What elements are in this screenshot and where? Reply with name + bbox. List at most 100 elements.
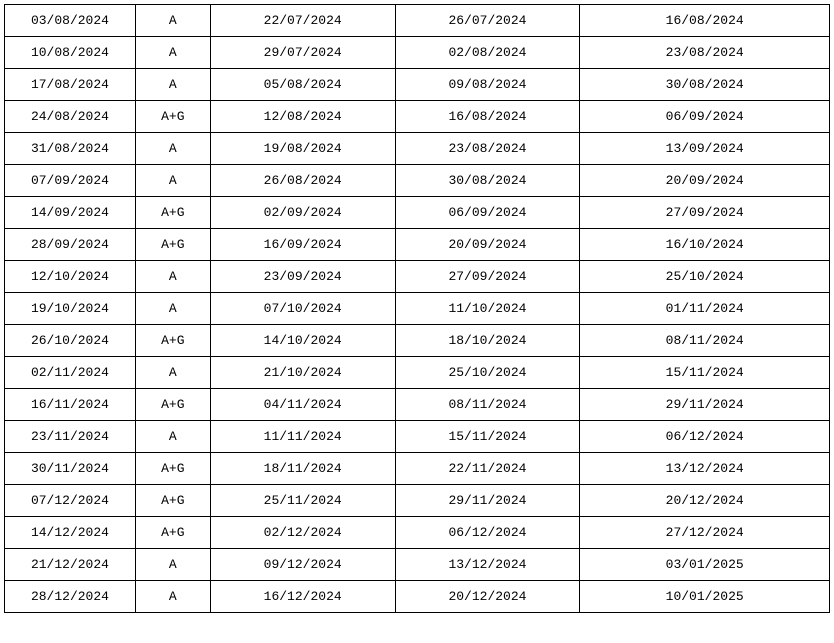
table-cell: 09/12/2024 (210, 549, 395, 581)
table-cell: 21/12/2024 (5, 549, 136, 581)
table-cell: 07/12/2024 (5, 485, 136, 517)
table-row: 14/12/2024A+G02/12/202406/12/202427/12/2… (5, 517, 830, 549)
table-cell: 29/07/2024 (210, 37, 395, 69)
table-cell: 13/12/2024 (395, 549, 580, 581)
table-cell: 06/09/2024 (580, 101, 830, 133)
table-cell: 11/10/2024 (395, 293, 580, 325)
table-cell: 02/09/2024 (210, 197, 395, 229)
table-cell: 28/09/2024 (5, 229, 136, 261)
table-cell: 27/12/2024 (580, 517, 830, 549)
table-cell: 25/10/2024 (580, 261, 830, 293)
table-cell: 03/01/2025 (580, 549, 830, 581)
table-cell: 23/11/2024 (5, 421, 136, 453)
table-cell: 10/08/2024 (5, 37, 136, 69)
table-cell: A+G (135, 325, 210, 357)
table-row: 30/11/2024A+G18/11/202422/11/202413/12/2… (5, 453, 830, 485)
table-cell: 18/10/2024 (395, 325, 580, 357)
table-row: 31/08/2024A19/08/202423/08/202413/09/202… (5, 133, 830, 165)
table-cell: 20/12/2024 (580, 485, 830, 517)
table-cell: 25/11/2024 (210, 485, 395, 517)
table-cell: 20/12/2024 (395, 581, 580, 613)
table-cell: 07/10/2024 (210, 293, 395, 325)
table-row: 02/11/2024A21/10/202425/10/202415/11/202… (5, 357, 830, 389)
table-cell: 23/09/2024 (210, 261, 395, 293)
table-cell: 13/12/2024 (580, 453, 830, 485)
table-cell: A+G (135, 485, 210, 517)
table-cell: 04/11/2024 (210, 389, 395, 421)
table-cell: 15/11/2024 (580, 357, 830, 389)
table-cell: 12/08/2024 (210, 101, 395, 133)
table-cell: 14/10/2024 (210, 325, 395, 357)
table-cell: 24/08/2024 (5, 101, 136, 133)
table-cell: 29/11/2024 (395, 485, 580, 517)
table-cell: A (135, 37, 210, 69)
table-row: 07/09/2024A26/08/202430/08/202420/09/202… (5, 165, 830, 197)
table-cell: 30/08/2024 (580, 69, 830, 101)
table-row: 28/12/2024A16/12/202420/12/202410/01/202… (5, 581, 830, 613)
table-cell: 26/10/2024 (5, 325, 136, 357)
table-cell: A (135, 421, 210, 453)
table-cell: A+G (135, 389, 210, 421)
table-cell: 28/12/2024 (5, 581, 136, 613)
table-row: 17/08/2024A05/08/202409/08/202430/08/202… (5, 69, 830, 101)
table-cell: 22/07/2024 (210, 5, 395, 37)
table-cell: A+G (135, 229, 210, 261)
table-cell: 13/09/2024 (580, 133, 830, 165)
table-row: 14/09/2024A+G02/09/202406/09/202427/09/2… (5, 197, 830, 229)
table-cell: 16/12/2024 (210, 581, 395, 613)
table-row: 19/10/2024A07/10/202411/10/202401/11/202… (5, 293, 830, 325)
table-cell: 08/11/2024 (395, 389, 580, 421)
table-cell: 23/08/2024 (580, 37, 830, 69)
table-cell: 09/08/2024 (395, 69, 580, 101)
table-cell: A+G (135, 101, 210, 133)
table-cell: 30/11/2024 (5, 453, 136, 485)
table-cell: A (135, 581, 210, 613)
table-cell: 07/09/2024 (5, 165, 136, 197)
table-cell: 03/08/2024 (5, 5, 136, 37)
table-cell: 18/11/2024 (210, 453, 395, 485)
table-cell: 16/10/2024 (580, 229, 830, 261)
table-cell: A (135, 165, 210, 197)
table-row: 24/08/2024A+G12/08/202416/08/202406/09/2… (5, 101, 830, 133)
table-cell: 06/12/2024 (395, 517, 580, 549)
table-row: 07/12/2024A+G25/11/202429/11/202420/12/2… (5, 485, 830, 517)
table-cell: 16/09/2024 (210, 229, 395, 261)
table-cell: 20/09/2024 (395, 229, 580, 261)
table-cell: 14/09/2024 (5, 197, 136, 229)
table-cell: 17/08/2024 (5, 69, 136, 101)
date-table: 03/08/2024A22/07/202426/07/202416/08/202… (4, 4, 830, 613)
table-cell: 01/11/2024 (580, 293, 830, 325)
table-cell: 02/11/2024 (5, 357, 136, 389)
table-cell: 26/07/2024 (395, 5, 580, 37)
table-row: 26/10/2024A+G14/10/202418/10/202408/11/2… (5, 325, 830, 357)
table-cell: 11/11/2024 (210, 421, 395, 453)
table-cell: 10/01/2025 (580, 581, 830, 613)
table-row: 12/10/2024A23/09/202427/09/202425/10/202… (5, 261, 830, 293)
table-cell: 16/08/2024 (580, 5, 830, 37)
table-cell: A+G (135, 517, 210, 549)
table-cell: 06/09/2024 (395, 197, 580, 229)
table-row: 28/09/2024A+G16/09/202420/09/202416/10/2… (5, 229, 830, 261)
table-cell: 06/12/2024 (580, 421, 830, 453)
table-cell: 27/09/2024 (580, 197, 830, 229)
table-cell: 02/08/2024 (395, 37, 580, 69)
table-cell: 22/11/2024 (395, 453, 580, 485)
table-cell: A (135, 261, 210, 293)
table-cell: A (135, 549, 210, 581)
table-row: 23/11/2024A11/11/202415/11/202406/12/202… (5, 421, 830, 453)
table-cell: 27/09/2024 (395, 261, 580, 293)
table-cell: 23/08/2024 (395, 133, 580, 165)
table-cell: 30/08/2024 (395, 165, 580, 197)
table-cell: 14/12/2024 (5, 517, 136, 549)
table-cell: 08/11/2024 (580, 325, 830, 357)
table-cell: 12/10/2024 (5, 261, 136, 293)
table-cell: 19/10/2024 (5, 293, 136, 325)
table-cell: A+G (135, 453, 210, 485)
table-cell: 02/12/2024 (210, 517, 395, 549)
table-row: 21/12/2024A09/12/202413/12/202403/01/202… (5, 549, 830, 581)
table-cell: 26/08/2024 (210, 165, 395, 197)
table-cell: A+G (135, 197, 210, 229)
table-cell: 31/08/2024 (5, 133, 136, 165)
table-cell: 29/11/2024 (580, 389, 830, 421)
table-body: 03/08/2024A22/07/202426/07/202416/08/202… (5, 5, 830, 613)
